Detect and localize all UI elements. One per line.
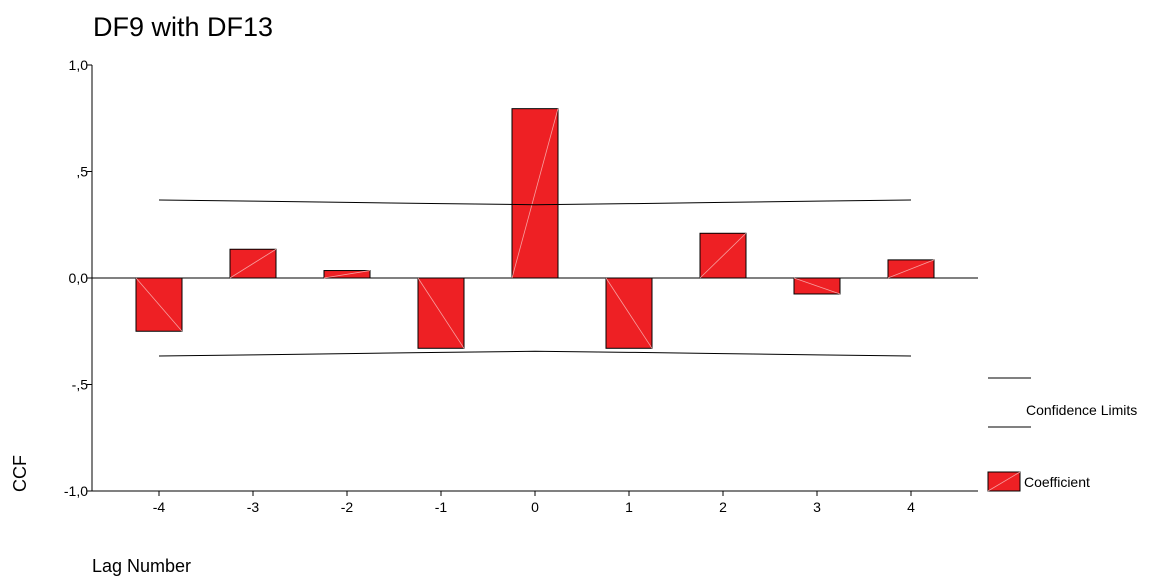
bar-shine (323, 270, 371, 279)
bar-shine (229, 248, 277, 279)
legend: Confidence Limits Coefficient (987, 377, 1137, 492)
x-tick-label: -4 (153, 499, 166, 515)
x-tick-label: 0 (531, 499, 539, 515)
x-tick-label: 3 (813, 499, 821, 515)
x-tick-label: -2 (341, 499, 354, 515)
bar-shine (135, 277, 183, 332)
y-tick-label: 0,0 (69, 270, 89, 286)
chart-title: DF9 with DF13 (93, 12, 274, 42)
x-tick-label: 1 (625, 499, 633, 515)
bars (135, 108, 935, 349)
x-tick-label: 4 (907, 499, 915, 515)
legend-bar-shine (987, 471, 1021, 492)
bar-shine (605, 277, 653, 349)
bar-shine (417, 277, 465, 349)
y-tick-label: ,5 (76, 164, 88, 180)
y-tick-label: 1,0 (69, 57, 89, 73)
lower-confidence-limit (158, 350, 912, 357)
y-tick-label: -1,0 (64, 483, 88, 499)
x-tick-label: -1 (435, 499, 448, 515)
x-tick-label: -3 (247, 499, 260, 515)
tick-labels: 1,0 ,5 0,0 -,5 -1,0 -4 -3 -2 -1 0 1 2 3 4 (64, 57, 915, 515)
bar-shine (887, 259, 935, 279)
bar-shine (511, 108, 559, 279)
confidence-limits (158, 199, 912, 357)
y-tick-label: -,5 (72, 377, 89, 393)
x-tick-label: 2 (719, 499, 727, 515)
bar-shine (793, 277, 841, 295)
bar-shine (699, 232, 747, 279)
legend-label-confidence-limits: Confidence Limits (1026, 402, 1137, 418)
x-axis-title: Lag Number (92, 556, 192, 576)
upper-confidence-limit (158, 199, 912, 206)
legend-label-coefficient: Coefficient (1024, 474, 1090, 490)
